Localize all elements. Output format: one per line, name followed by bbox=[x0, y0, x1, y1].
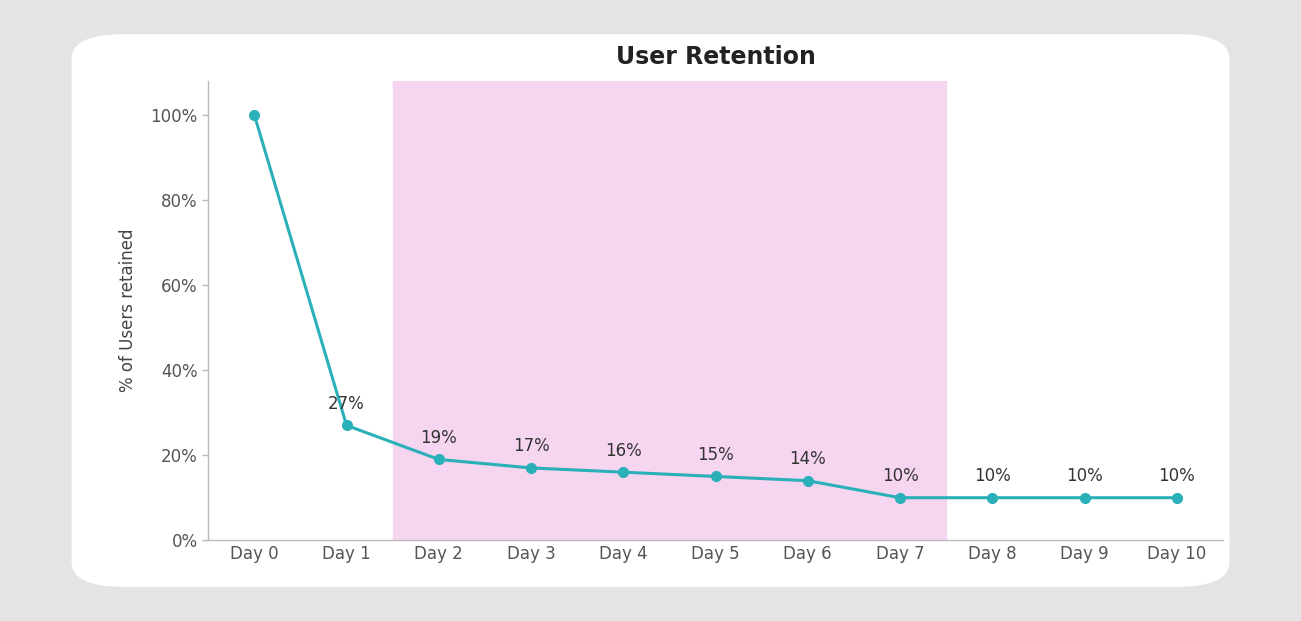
Text: 10%: 10% bbox=[974, 467, 1011, 485]
Text: 17%: 17% bbox=[513, 437, 549, 455]
Text: 15%: 15% bbox=[697, 446, 734, 464]
Text: 19%: 19% bbox=[420, 429, 457, 447]
Bar bbox=[393, 81, 946, 540]
Text: 14%: 14% bbox=[790, 450, 826, 468]
Title: User Retention: User Retention bbox=[615, 45, 816, 69]
Text: 16%: 16% bbox=[605, 442, 641, 460]
Text: 10%: 10% bbox=[882, 467, 919, 485]
Text: 27%: 27% bbox=[328, 395, 364, 413]
FancyBboxPatch shape bbox=[72, 34, 1229, 587]
Text: 10%: 10% bbox=[1067, 467, 1103, 485]
Text: 10%: 10% bbox=[1158, 467, 1196, 485]
Y-axis label: % of Users retained: % of Users retained bbox=[118, 229, 137, 392]
